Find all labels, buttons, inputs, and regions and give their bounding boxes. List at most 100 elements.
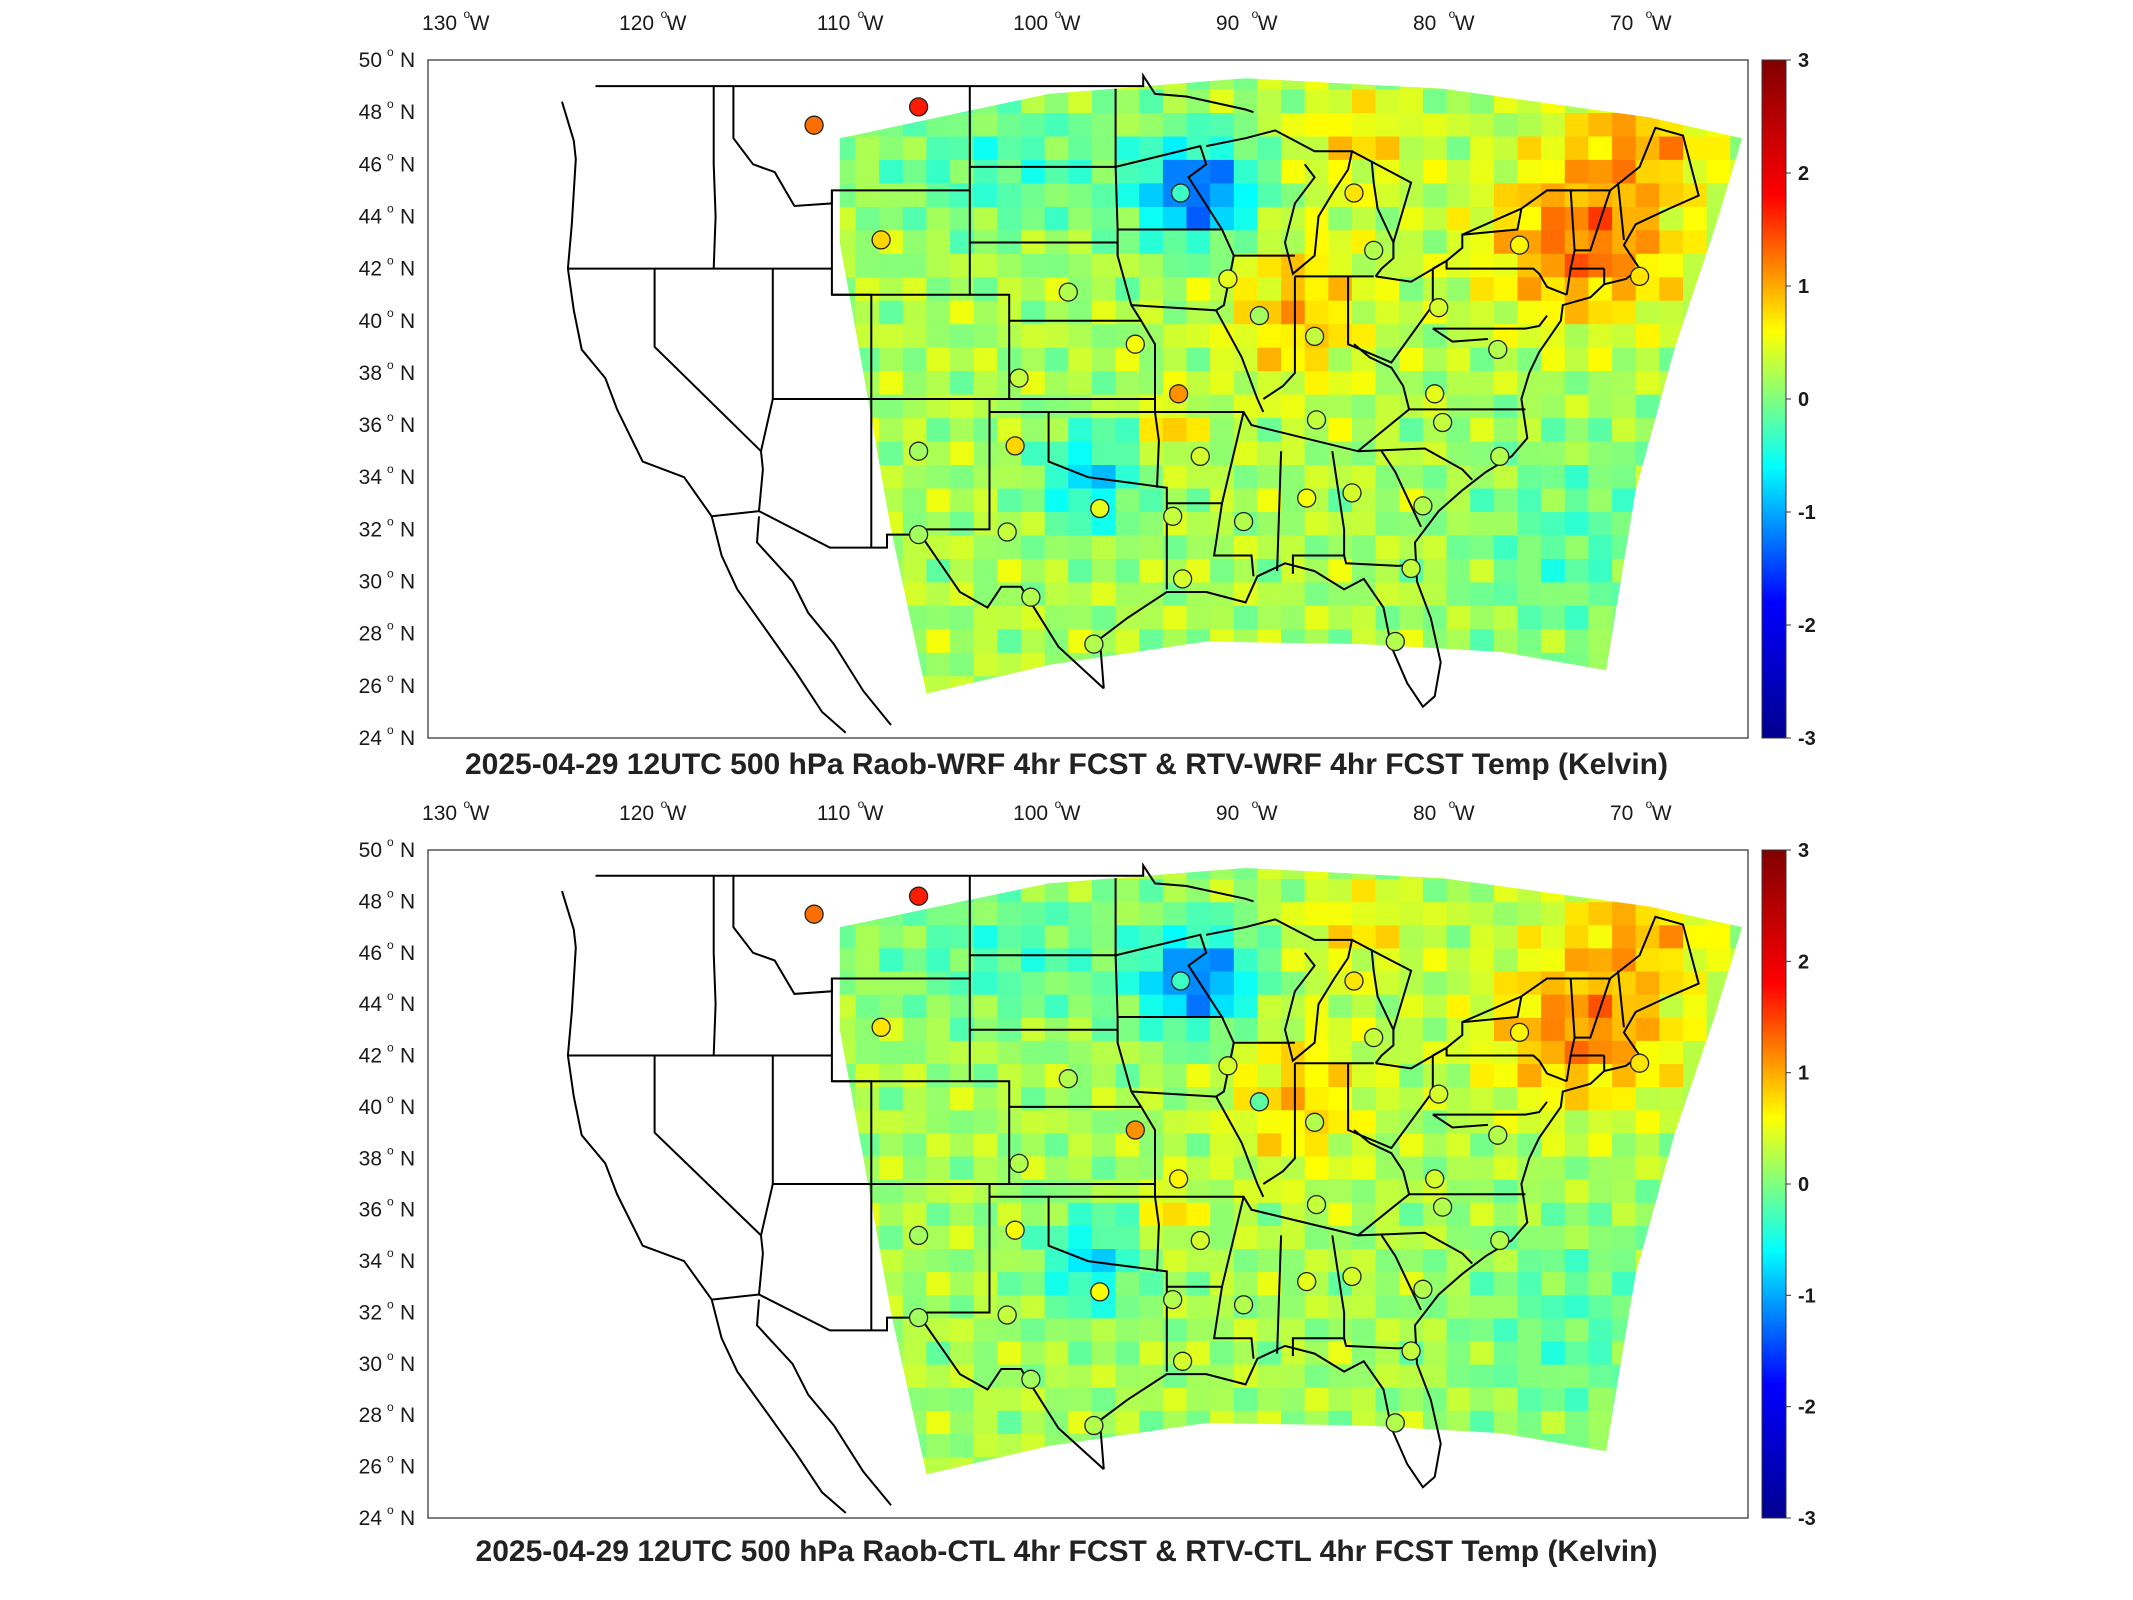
field-cell (1422, 1248, 1448, 1273)
field-cell (997, 1387, 1022, 1411)
field-cell (997, 901, 1022, 926)
field-cell (1541, 947, 1566, 972)
field-cell (1139, 229, 1164, 254)
field-cell (1304, 970, 1330, 995)
field-cell (1517, 534, 1542, 559)
field-cell (1612, 993, 1637, 1018)
field-cell (1375, 1202, 1400, 1226)
field-cell (879, 393, 904, 419)
field-cell (926, 417, 951, 442)
field-cell (1115, 1017, 1140, 1041)
field-cell (1210, 370, 1235, 395)
field-cell (839, 182, 857, 207)
field-cell (926, 1433, 951, 1458)
field-cell (1281, 393, 1306, 419)
field-cell (1281, 867, 1306, 879)
field-cell (1091, 323, 1117, 348)
field-cell (1328, 112, 1353, 137)
field-cell (1210, 1387, 1235, 1411)
field-cell (950, 901, 975, 926)
field-cell (973, 1225, 999, 1249)
field-cell (1091, 924, 1117, 949)
raob-station-marker (1170, 183, 1191, 203)
field-cell (879, 1132, 904, 1157)
field-cell (1470, 393, 1495, 419)
field-cell (1541, 1294, 1566, 1319)
field-cell (1233, 924, 1259, 949)
field-cell (926, 1387, 951, 1411)
field-cell (1635, 947, 1661, 972)
hemisphere-label: N (400, 1147, 415, 1170)
field-cell (1186, 253, 1211, 278)
field-cell (1588, 558, 1613, 583)
field-cell (1139, 534, 1164, 559)
field-cell (1186, 511, 1211, 536)
field-cell (1186, 299, 1211, 325)
field-cell (1044, 112, 1070, 137)
border-line (1131, 1016, 1235, 1098)
field-cell (1021, 323, 1046, 348)
field-cell (1281, 878, 1306, 903)
field-cell (1375, 135, 1400, 160)
field-cell (1304, 299, 1330, 325)
field-cell (1091, 1387, 1117, 1411)
field-cell (1068, 1363, 1093, 1388)
field-cell (1021, 1225, 1046, 1249)
longitude-label: 120 (619, 802, 654, 825)
field-cell (1588, 1132, 1613, 1157)
raob-station-marker (1629, 1053, 1650, 1073)
field-cell (1446, 1132, 1471, 1157)
field-cell (1162, 1086, 1188, 1111)
hemisphere-label: W (864, 802, 884, 825)
field-cell (1470, 901, 1495, 926)
field-cell (926, 1294, 951, 1319)
field-cell (1281, 511, 1306, 536)
field-cell (1541, 1225, 1566, 1249)
field-cell (926, 276, 951, 301)
field-cell (1352, 581, 1377, 606)
raob-station-marker (1163, 1289, 1183, 1310)
colorbar-tick-label: 3 (1798, 840, 1809, 862)
border-line (1357, 1231, 1473, 1265)
field-cell (1470, 947, 1495, 972)
field-cell (1446, 393, 1471, 419)
field-cell (1588, 229, 1613, 254)
longitude-label: 90 (1216, 12, 1239, 35)
field-cell (950, 1155, 975, 1180)
field-cell (1493, 1155, 1519, 1180)
field-cell (1115, 970, 1140, 995)
hemisphere-label: N (400, 518, 415, 541)
field-cell (1375, 993, 1400, 1018)
field-cell (1233, 1248, 1259, 1273)
field-cell (1422, 206, 1448, 231)
border-line (1351, 150, 1395, 278)
field-cell (1352, 511, 1377, 536)
field-cell (1375, 1155, 1400, 1180)
field-cell (950, 276, 975, 301)
field-cell (902, 229, 928, 254)
field-cell (1446, 88, 1471, 113)
hemisphere-label: N (400, 101, 415, 124)
field-cell (1281, 581, 1306, 606)
field-cell (1588, 1086, 1613, 1111)
field-cell (1115, 417, 1140, 442)
field-cell (1281, 78, 1306, 90)
field-cell (1517, 135, 1542, 160)
field-cell (1257, 1387, 1282, 1411)
field-cell (1021, 924, 1046, 949)
field-cell (1162, 206, 1188, 231)
field-cell (1564, 993, 1590, 1018)
field-cell (1493, 159, 1519, 184)
field-cell (1352, 323, 1377, 348)
raob-station-marker (1005, 1220, 1025, 1240)
field-cell (1233, 878, 1259, 903)
field-cell (1115, 534, 1140, 559)
field-cell (1493, 1248, 1519, 1273)
raob-station-marker (1021, 1369, 1041, 1389)
field-cell (1257, 1248, 1282, 1273)
field-cell (950, 112, 975, 137)
field-cell (1257, 1017, 1282, 1041)
field-cell (1470, 370, 1495, 395)
border-line (1276, 1235, 1283, 1354)
field-cell (1541, 417, 1566, 442)
